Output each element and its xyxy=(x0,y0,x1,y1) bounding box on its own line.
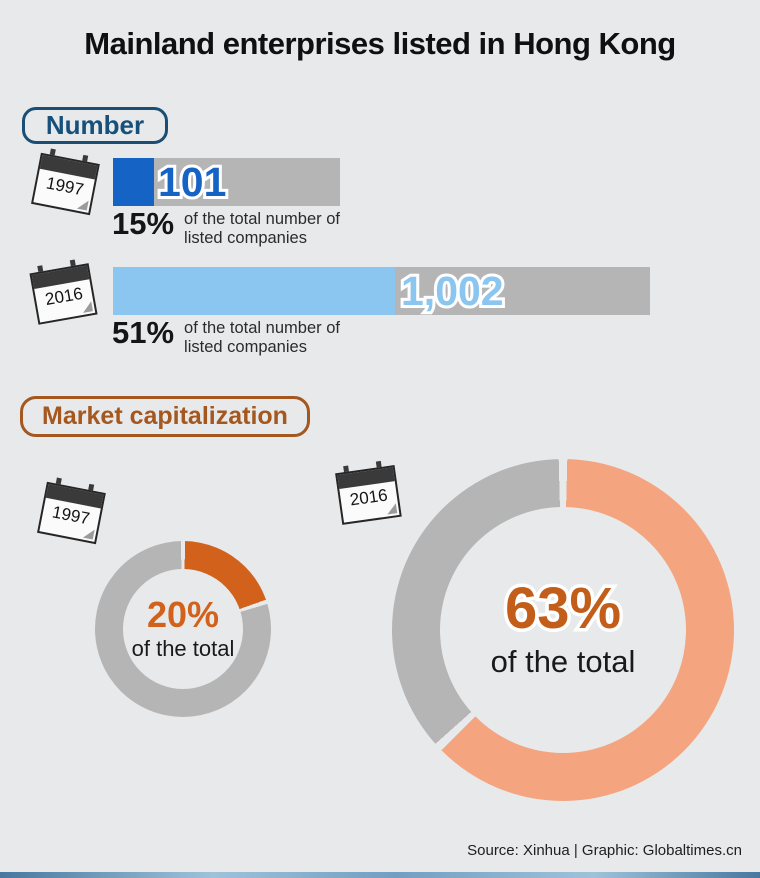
section-badge-number: Number xyxy=(22,107,168,144)
source-credit: Source: Xinhua | Graphic: Globaltimes.cn xyxy=(467,842,742,859)
calendar-body: 2016 xyxy=(335,465,402,525)
calendar-fold-corner-icon xyxy=(82,527,95,540)
bar-2016-fill xyxy=(113,267,395,315)
pct-2016-desc: of the total number of listed companies xyxy=(184,319,340,356)
bar-1997-fill xyxy=(113,158,154,206)
calendar-icon-2016: 2016 xyxy=(28,257,98,325)
donut-2016-caption: of the total xyxy=(490,644,636,679)
pct-1997-desc: of the total number of listed companies xyxy=(184,210,340,247)
calendar-fold-corner-icon xyxy=(81,301,93,313)
pct-1997: 15% xyxy=(112,206,175,241)
section-badge-number-label: Number xyxy=(45,110,145,140)
donut-2016-pct-label: 63% 63% xyxy=(501,576,624,641)
calendar-fold-corner-icon xyxy=(76,198,89,211)
section-badge-market-cap-label: Market capitalization xyxy=(42,402,288,430)
donut-chart-2016: 63% 63% of the total xyxy=(392,459,734,801)
pct-2016: 51% xyxy=(112,315,175,350)
calendar-fold-corner-icon xyxy=(385,503,398,515)
calendar-icon-2016-market: 2016 xyxy=(334,459,402,525)
section-badge-market-cap: Market capitalization xyxy=(20,396,310,437)
donut-1997-caption: of the total xyxy=(131,636,235,661)
calendar-icon-1997-market: 1997 xyxy=(37,476,107,545)
bottom-accent-bar xyxy=(0,872,760,878)
annotation-2016-number: 51% of the total number of listed compan… xyxy=(112,315,340,357)
bar-2016-value: 1,002 1,002 xyxy=(398,265,507,317)
calendar-body: 1997 xyxy=(37,481,106,545)
annotation-1997-number: 15% of the total number of listed compan… xyxy=(112,206,340,248)
donut-chart-1997: 20% of the total xyxy=(95,541,271,717)
donut-1997-pct-label: 20% xyxy=(146,594,220,635)
bar-1997-number: 101 101 xyxy=(113,156,340,208)
bar-1997-value: 101 101 xyxy=(155,156,229,208)
page-title: Mainland enterprises listed in Hong Kong xyxy=(84,26,676,61)
donut-2016-center: 63% 63% of the total xyxy=(440,507,686,753)
calendar-icon-1997: 1997 xyxy=(31,147,101,216)
bar-2016-number: 1,002 1,002 xyxy=(113,265,650,317)
calendar-body: 2016 xyxy=(29,263,98,325)
calendar-body: 1997 xyxy=(31,152,100,216)
donut-1997-center: 20% of the total xyxy=(123,569,243,689)
